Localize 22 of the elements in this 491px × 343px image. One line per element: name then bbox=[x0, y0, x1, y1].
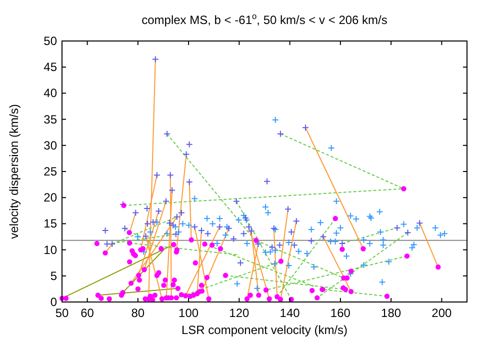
y-tick-label: 25 bbox=[44, 164, 58, 178]
y-tick-label: 10 bbox=[44, 242, 58, 257]
x-tick-label: 200 bbox=[432, 306, 452, 320]
chart-title: complex MS, b < -61$^{o}$, 50 km/s < v < 206 km/s bbox=[142, 11, 388, 27]
y-tick-label: 30 bbox=[44, 138, 58, 152]
x-tick-label: 120 bbox=[229, 306, 250, 320]
y-tick-label: 50 bbox=[44, 34, 58, 48]
y-tick-label: 45 bbox=[44, 60, 58, 74]
y-tick-label: 20 bbox=[44, 190, 58, 205]
y-tick-label: 0 bbox=[50, 295, 58, 309]
y-tick-label: 15 bbox=[44, 216, 58, 231]
y-axis-title: velocity dispersion (km/s) bbox=[7, 104, 21, 239]
y-tick-label: 40 bbox=[44, 86, 58, 100]
x-tick-label: 140 bbox=[280, 306, 300, 320]
x-tick-label: 100 bbox=[178, 306, 199, 320]
y-tick-label: 5 bbox=[50, 268, 58, 283]
x-tick-label: 160 bbox=[330, 306, 351, 320]
y-tick-label: 35 bbox=[44, 112, 58, 126]
x-tick-label: 60 bbox=[80, 306, 94, 320]
x-axis-title: LSR component velocity (km/s) bbox=[181, 323, 348, 337]
x-tick-label: 180 bbox=[381, 306, 402, 320]
x-tick-label: 80 bbox=[131, 306, 145, 320]
